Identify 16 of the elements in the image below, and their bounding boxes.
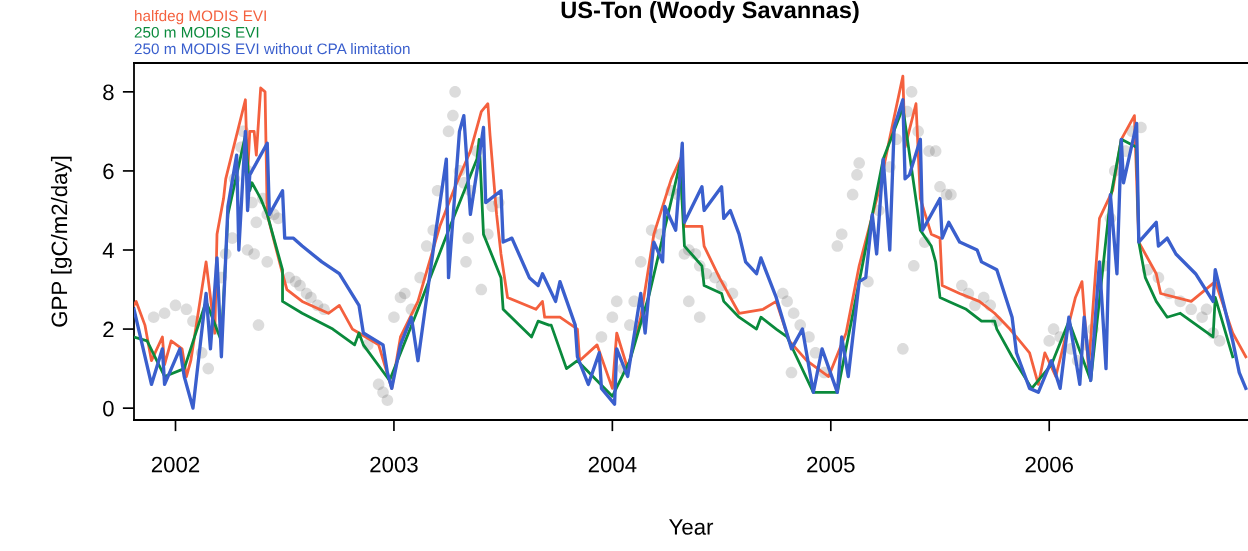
y-tick-label: 8 [103,84,114,101]
x-tick-label: 2006 [1025,456,1073,473]
chart-title: US-Ton (Woody Savannas) [561,1,859,24]
y-tick-label: 2 [103,321,114,338]
x-tick-label: 2005 [807,456,855,473]
y-tick-label: 4 [102,242,114,259]
x-tick-label: 2003 [370,456,418,473]
text: 250 m MODIS EVI [134,26,259,38]
y-tick-label: 6 [103,163,114,180]
x-axis-title: Year [669,519,714,535]
y-axis-title: GPP [gC/m2/day] [50,156,72,327]
y-tick-label: 0 [103,400,114,417]
x-tick-label: 2002 [151,456,200,473]
text: halfdeg MODIS EVI [135,10,266,25]
x-tick-label: 2004 [588,456,637,473]
text: 250 m MODIS EVI without CPA limitation [134,43,410,55]
